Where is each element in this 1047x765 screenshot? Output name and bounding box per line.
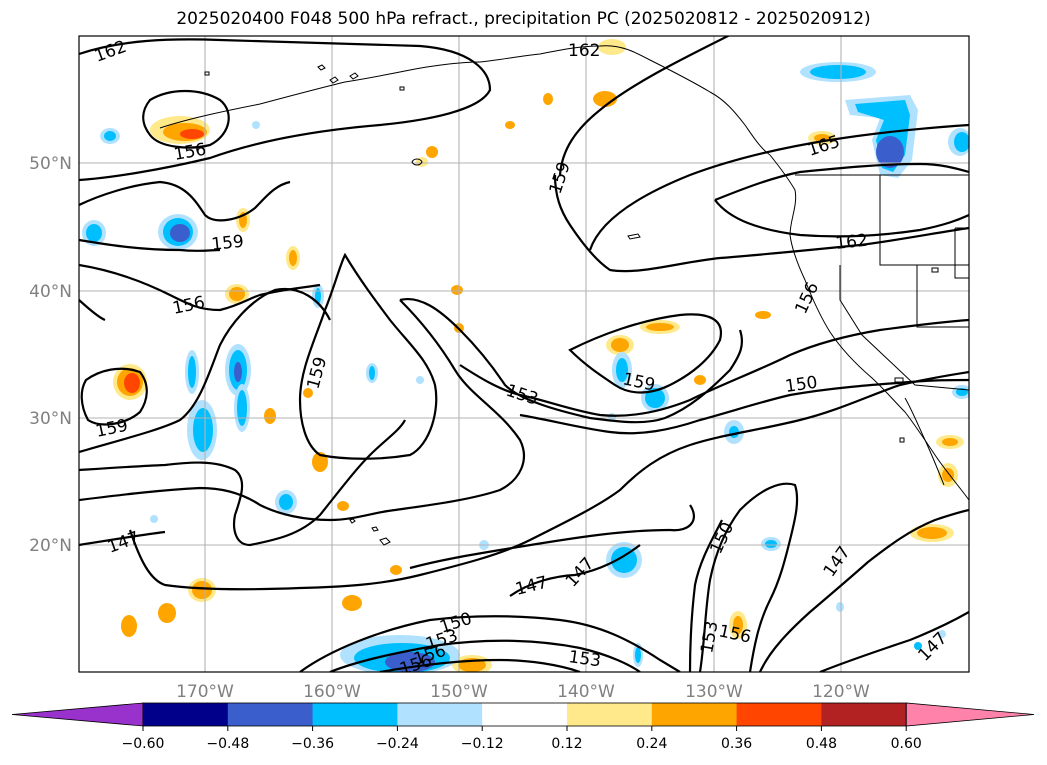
precip-shading xyxy=(82,39,969,672)
contour-label: 162 xyxy=(568,41,600,61)
colorbar-segment xyxy=(482,703,568,726)
colorbar-tick-label: −0.12 xyxy=(461,736,504,752)
colorbar-segment xyxy=(821,703,907,726)
islands xyxy=(204,64,939,546)
colorbar-tick-label: −0.24 xyxy=(376,736,419,752)
colorbar-extend-min xyxy=(11,702,144,727)
precip-negative-areas xyxy=(82,62,969,672)
colorbar-tick-label: 0.12 xyxy=(551,736,582,752)
map-title: 2025020400 F048 500 hPa refract., precip… xyxy=(176,9,871,29)
lon-label: 120°W xyxy=(812,682,870,702)
lat-label: 50°N xyxy=(29,154,72,174)
contour-label: 162 xyxy=(834,231,868,254)
graticule xyxy=(79,36,969,672)
colorbar-tick-label: −0.48 xyxy=(206,736,249,752)
colorbar-segment xyxy=(143,703,229,726)
contour-label: 159 xyxy=(210,232,244,255)
colorbar-border xyxy=(142,702,907,727)
colorbar-tick-label: −0.60 xyxy=(122,736,165,752)
lon-label: 150°W xyxy=(430,682,488,702)
colorbar-segment xyxy=(651,703,738,726)
lon-label: 160°W xyxy=(303,682,361,702)
colorbar-tick-label: 0.60 xyxy=(891,736,922,752)
lat-label: 40°N xyxy=(29,282,72,302)
colorbar-segment xyxy=(312,703,398,726)
colorbar-segment xyxy=(567,703,653,726)
contour-labels: 162 162 156 159 159 165 162 156 156 159 … xyxy=(92,37,952,672)
lat-label: 30°N xyxy=(29,409,72,429)
map-border xyxy=(78,35,970,673)
colorbar-tick-label: 0.24 xyxy=(636,736,667,752)
lon-label: 130°W xyxy=(685,682,743,702)
longitude-labels: 170°W 160°W 150°W 140°W 130°W 120°W xyxy=(176,682,870,702)
coastlines xyxy=(159,45,969,501)
contour-label: 153 xyxy=(567,647,602,671)
colorbar-tick-label: 0.48 xyxy=(806,736,837,752)
colorbar-segment xyxy=(736,703,822,726)
contour-label: 150 xyxy=(784,373,819,397)
lat-label: 20°N xyxy=(29,536,72,556)
colorbar-extend-max xyxy=(905,702,1035,727)
refractivity-contours xyxy=(79,36,969,672)
colorbar-segment xyxy=(227,703,314,726)
lon-label: 140°W xyxy=(557,682,615,702)
colorbar-tick-label: −0.36 xyxy=(291,736,334,752)
colorbar-segment xyxy=(397,703,483,726)
lon-label: 170°W xyxy=(176,682,234,702)
latitude-labels: 50°N 40°N 30°N 20°N xyxy=(29,154,72,556)
colorbar: −0.60 −0.48 −0.36 −0.24 −0.12 0.12 0.24 0.36 0.4… xyxy=(11,702,1035,752)
colorbar-tick-label: 0.36 xyxy=(721,736,752,752)
precip-positive-areas xyxy=(113,39,964,672)
